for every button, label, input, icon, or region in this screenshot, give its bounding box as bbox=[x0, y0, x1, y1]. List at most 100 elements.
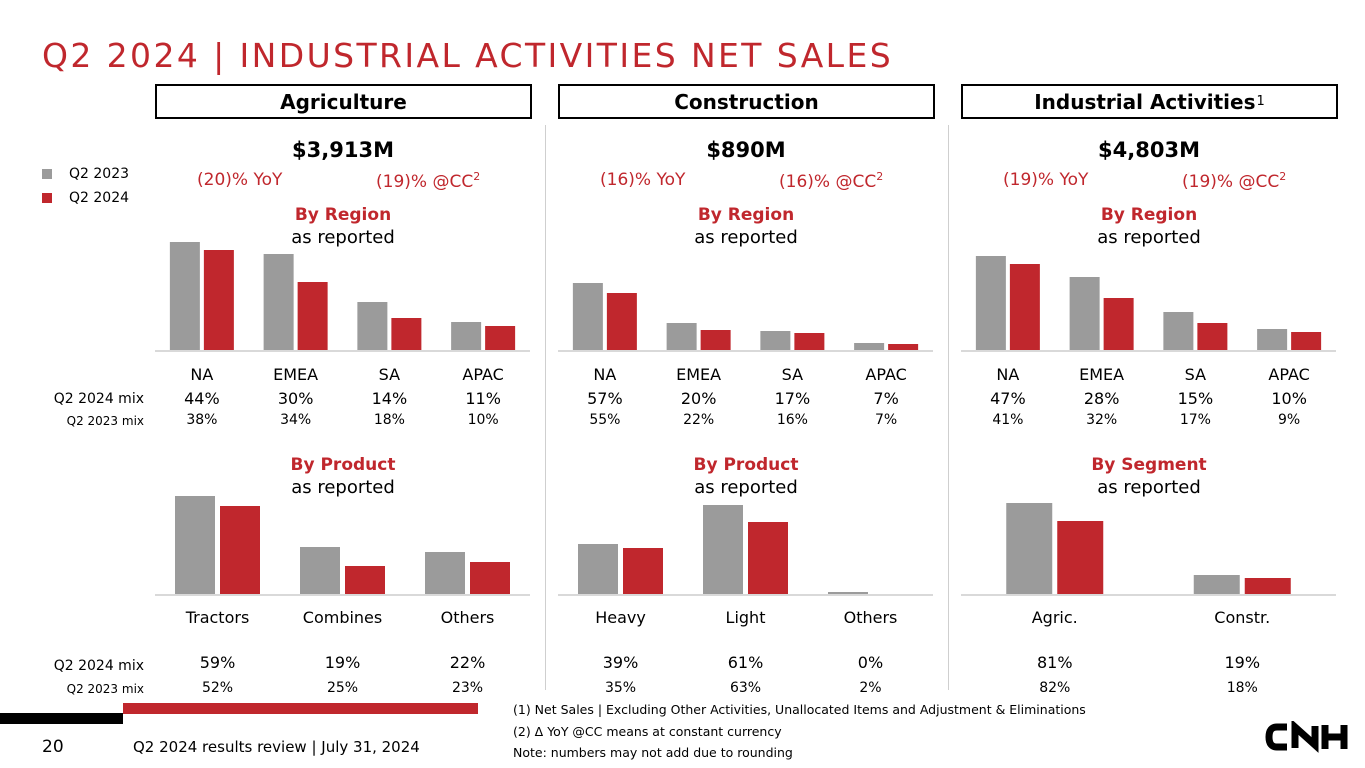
bar-apac-q2-2024 bbox=[888, 344, 919, 350]
mix-2023-value: 52% bbox=[201, 680, 234, 696]
category-label: Tractors bbox=[185, 608, 250, 627]
category-label: Heavy bbox=[595, 608, 646, 627]
footnote-ref: 2 bbox=[1279, 170, 1287, 183]
bar-agric-q2-2024 bbox=[1057, 521, 1104, 594]
bar-na-q2-2024 bbox=[606, 293, 637, 350]
cc-growth-value: (16)% @CC bbox=[779, 172, 877, 192]
mix-2023-value: 32% bbox=[1086, 412, 1118, 428]
category-label: Light bbox=[725, 608, 766, 627]
footnote-ref: 1 bbox=[1256, 94, 1265, 109]
bar-others-q2-2023 bbox=[828, 592, 868, 594]
footnote-1: (1) Net Sales | Excluding Other Activiti… bbox=[513, 702, 1086, 717]
category-label: SA bbox=[1184, 365, 1207, 384]
upper-chart-title: By Region bbox=[294, 205, 392, 225]
row-label-mix-2024: Q2 2024 mix bbox=[53, 658, 144, 674]
mix-2023-value: 41% bbox=[992, 412, 1024, 428]
mix-2023-value: 18% bbox=[373, 412, 405, 428]
mix-2024-value: 14% bbox=[371, 389, 408, 408]
lower-chart-subtitle: as reported bbox=[694, 477, 798, 498]
category-label: NA bbox=[190, 365, 214, 384]
mix-2024-value: 15% bbox=[1177, 389, 1214, 408]
bar-emea-q2-2023 bbox=[666, 323, 697, 350]
category-label: Constr. bbox=[1214, 608, 1271, 627]
bar-tractors-q2-2024 bbox=[220, 506, 260, 594]
bar-light-q2-2024 bbox=[748, 522, 788, 594]
row-label-mix-2023: Q2 2023 mix bbox=[66, 682, 144, 696]
bar-apac-q2-2024 bbox=[1291, 332, 1322, 350]
segment-total-agriculture: $3,913M bbox=[292, 138, 394, 162]
bar-emea-q2-2023 bbox=[1069, 277, 1100, 350]
footnote-ref: 2 bbox=[876, 170, 884, 183]
bar-heavy-q2-2023 bbox=[578, 544, 618, 594]
bar-na-q2-2024 bbox=[1009, 264, 1040, 350]
bar-na-q2-2023 bbox=[572, 283, 603, 350]
bar-emea-q2-2023 bbox=[263, 254, 294, 350]
category-label: APAC bbox=[865, 365, 907, 384]
category-label: EMEA bbox=[273, 365, 319, 384]
mix-2024-value: 61% bbox=[727, 653, 764, 672]
segment-header-agriculture: Agriculture bbox=[155, 84, 532, 119]
legend-label: Q2 2024 bbox=[69, 190, 130, 206]
mix-2024-value: 47% bbox=[990, 389, 1026, 408]
mix-2023-value: 2% bbox=[859, 680, 882, 696]
mix-2023-value: 82% bbox=[1039, 680, 1071, 696]
bar-combines-q2-2023 bbox=[300, 547, 340, 594]
footnote-note: Note: numbers may not add due to roundin… bbox=[513, 745, 793, 760]
bar-sa-q2-2024 bbox=[794, 333, 825, 350]
mix-2024-value: 39% bbox=[602, 653, 639, 672]
bar-na-q2-2024 bbox=[203, 250, 234, 350]
column-divider bbox=[545, 125, 546, 690]
mix-2024-value: 44% bbox=[184, 389, 220, 408]
mix-2023-value: 22% bbox=[683, 412, 715, 428]
mix-2024-value: 28% bbox=[1083, 389, 1120, 408]
mix-2024-value: 81% bbox=[1036, 653, 1073, 672]
mix-2023-value: 16% bbox=[776, 412, 808, 428]
category-label: EMEA bbox=[1079, 365, 1125, 384]
upper-chart-subtitle: as reported bbox=[694, 227, 798, 248]
bar-sa-q2-2023 bbox=[357, 302, 388, 350]
bar-chart-4 bbox=[558, 505, 933, 596]
mix-2023-value: 25% bbox=[326, 680, 359, 696]
legend-swatch-red bbox=[42, 193, 52, 203]
cc-growth: (19)% @CC2 bbox=[1182, 170, 1286, 192]
legend-item-q2-2023: Q2 2023 bbox=[42, 166, 129, 182]
mix-2024-value: 7% bbox=[873, 389, 899, 408]
mix-2024-value: 0% bbox=[857, 653, 884, 672]
mix-2024-value: 17% bbox=[774, 389, 811, 408]
footnote-2: (2) Δ YoY @CC means at constant currency bbox=[513, 723, 782, 739]
bar-constr-q2-2024 bbox=[1244, 578, 1291, 594]
footer-accent-black bbox=[0, 713, 123, 724]
segment-header-label: Industrial Activities bbox=[1034, 89, 1256, 114]
bar-combines-q2-2024 bbox=[345, 566, 385, 594]
lower-chart-title: By Segment bbox=[1091, 455, 1207, 475]
legend-item-q2-2024: Q2 2024 bbox=[42, 190, 129, 206]
bar-light-q2-2023 bbox=[703, 505, 743, 594]
category-label: Combines bbox=[302, 608, 383, 627]
bar-na-q2-2023 bbox=[169, 242, 200, 350]
segment-header-construction: Construction bbox=[558, 84, 935, 119]
category-label: EMEA bbox=[676, 365, 722, 384]
column-divider bbox=[948, 125, 949, 690]
category-label: Others bbox=[843, 608, 898, 627]
lower-chart-title: By Product bbox=[290, 455, 396, 475]
segment-total-industrial-activities: $4,803M bbox=[1098, 138, 1200, 162]
row-label-mix-2024: Q2 2024 mix bbox=[53, 391, 144, 407]
mix-2023-value: 34% bbox=[280, 412, 312, 428]
upper-chart-title: By Region bbox=[1100, 205, 1198, 225]
bar-emea-q2-2024 bbox=[297, 282, 328, 350]
row-label-mix-2023: Q2 2023 mix bbox=[66, 414, 144, 428]
bar-apac-q2-2023 bbox=[854, 343, 885, 350]
mix-2024-value: 30% bbox=[277, 389, 314, 408]
bar-chart-2 bbox=[961, 256, 1336, 352]
mix-2023-value: 17% bbox=[1179, 412, 1211, 428]
mix-2023-value: 55% bbox=[589, 412, 621, 428]
yoy-growth: (19)% YoY bbox=[1003, 170, 1089, 190]
bar-sa-q2-2023 bbox=[1163, 312, 1194, 350]
bar-chart-5 bbox=[961, 503, 1336, 596]
legend-swatch-gray bbox=[42, 169, 52, 179]
lower-chart-title: By Product bbox=[693, 455, 799, 475]
category-label: SA bbox=[781, 365, 804, 384]
mix-2024-value: 20% bbox=[680, 389, 717, 408]
mix-2023-value: 35% bbox=[604, 680, 637, 696]
mix-2023-value: 10% bbox=[467, 412, 499, 428]
